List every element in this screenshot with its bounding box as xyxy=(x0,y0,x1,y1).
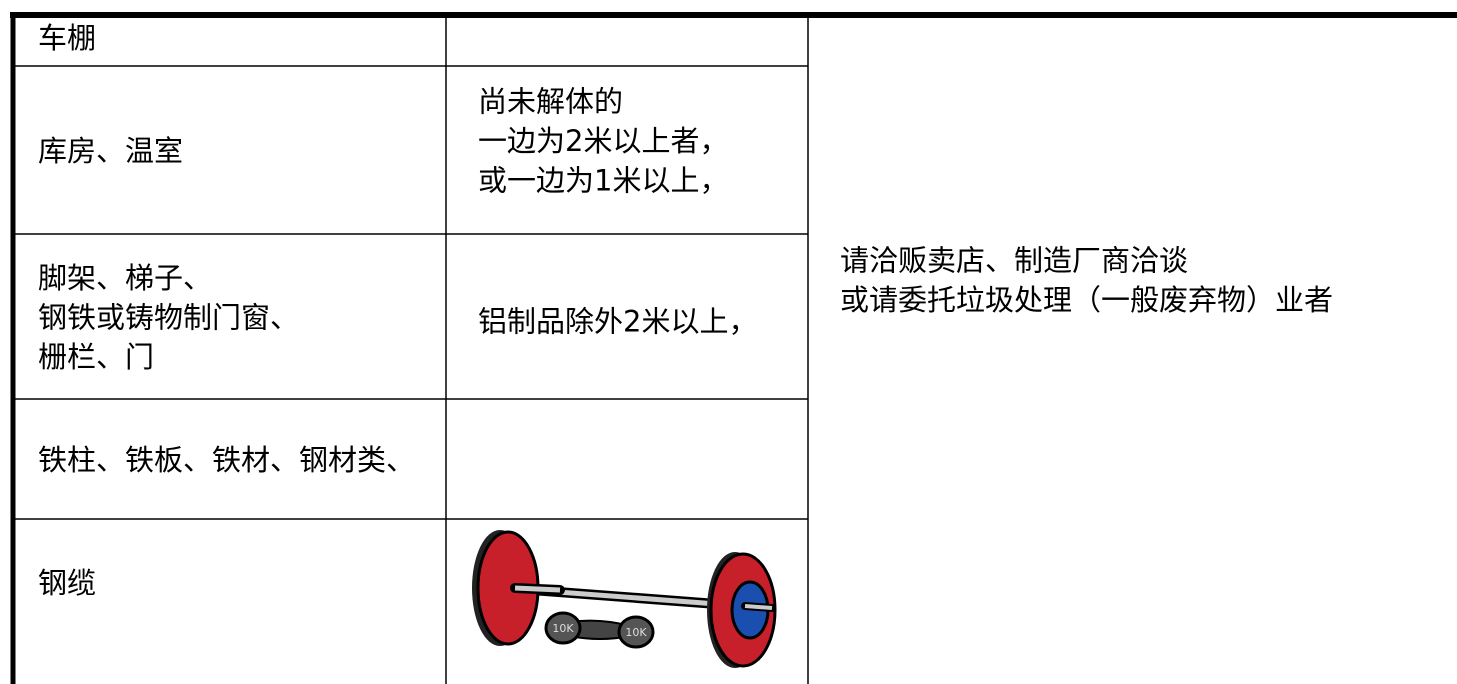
item-text: 钢铁或铸物制门窗、 xyxy=(38,301,299,335)
item-text: 栅栏、门 xyxy=(38,340,154,374)
condition-text: 或一边为1米以上， xyxy=(478,164,728,198)
weight-label: 10K xyxy=(552,622,574,635)
condition-text: 一边为2米以上者， xyxy=(478,124,728,158)
weight-label: 10K xyxy=(625,626,647,639)
item-text: 脚架、梯子、 xyxy=(38,261,212,295)
item-text: 车棚 xyxy=(38,21,96,55)
item-text: 库房、温室 xyxy=(38,134,183,168)
note-text: 请洽贩卖店、制造厂商洽谈 xyxy=(840,243,1188,277)
condition-text: 铝制品除外2米以上， xyxy=(478,305,757,339)
condition-text: 尚未解体的 xyxy=(478,85,623,119)
note-text: 或请委托垃圾处理（一般废弃物）业者 xyxy=(840,283,1333,317)
item-text: 铁柱、铁板、铁材、钢材类、 xyxy=(38,443,415,477)
barbell-illustration: 10K 10K xyxy=(472,530,777,668)
table-grid xyxy=(10,12,1457,684)
item-text: 钢缆 xyxy=(38,566,96,600)
